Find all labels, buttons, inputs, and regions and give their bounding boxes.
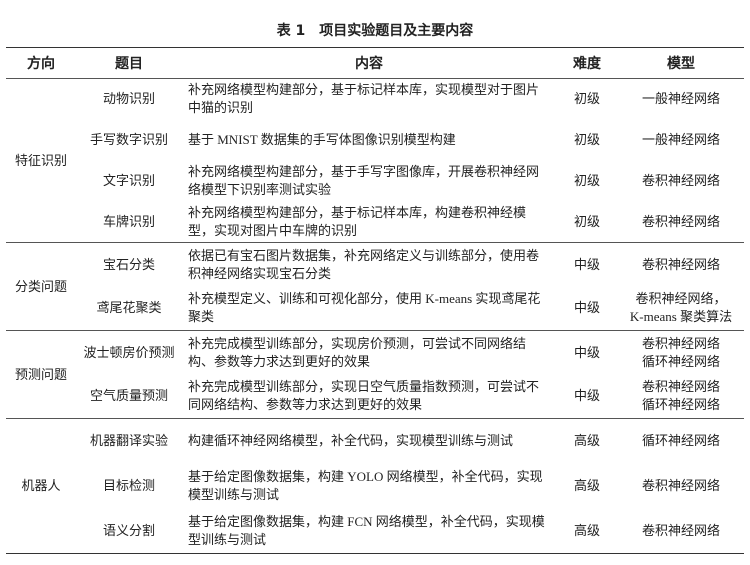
model-cell: 一般神经网络	[618, 79, 744, 120]
content-cell: 基于 MNIST 数据集的手写体图像识别模型构建	[188, 132, 456, 147]
header-row: 方向 题目 内容 难度 模型	[6, 47, 744, 79]
level-cell: 中级	[556, 374, 618, 419]
model-line: 卷积神经网络，	[635, 291, 727, 307]
table-title: 表 1 项目实验题目及主要内容	[276, 23, 474, 39]
model-cell: 一般神经网络	[618, 120, 744, 161]
table-row: 文字识别 补充网络模型构建部分，基于手写字图像库，开展卷积神经网络模型下识别率测试…	[6, 161, 744, 202]
table-row: 分类问题 宝石分类 依据已有宝石图片数据集，补充网络定义与训练部分，使用卷积神经网络…	[6, 242, 744, 331]
header-cell: 内容	[182, 47, 556, 79]
model-line: K-means 聚类算法	[629, 309, 733, 325]
table-row: 语义分割 基于给定图像数据集，构建 FCN 网络模型，补全代码，实现模型训练与测试…	[6, 508, 744, 554]
topic-cell: 手写数字识别	[89, 132, 168, 147]
level-cell: 初级	[573, 173, 600, 188]
model-line: 卷积神经网络	[641, 335, 720, 351]
direction-cell: 分类问题	[6, 242, 76, 331]
model-line: 卷积神经网络	[641, 379, 720, 395]
table-row: 鸢尾花聚类 补充模型定义、训练和可视化部分，使用 K-means 实现鸢尾花聚类中…	[6, 286, 744, 331]
model-cell: 循环神经网络	[618, 419, 744, 464]
topic-cell: 动物识别	[102, 91, 155, 107]
model-line: 卷积神经网络	[641, 213, 720, 229]
table-row: 目标检测 基于给定图像数据集，构建 YOLO 网络模型，补全代码，实现模型训练与测…	[6, 464, 744, 509]
content-cell: 补充网络模型构建部分，基于标记样本库，构建卷积神经模型，实现对图片中车牌的识别	[182, 201, 556, 243]
header-cell: 难度	[556, 47, 618, 79]
content-cell: 补充网络模型构建部分，基于标记样本库，实现模型对于图片中猫的识别	[188, 82, 540, 116]
model-cell: 卷积神经网络 循环神经网络	[618, 331, 744, 375]
model-line: 卷积神经网络	[641, 522, 720, 538]
model-line: 循环神经网络	[641, 433, 720, 449]
level-cell: 高级	[573, 478, 600, 493]
topic-cell: 宝石分类	[102, 256, 155, 272]
topic-cell: 空气质量预测	[76, 374, 182, 419]
level-cell: 初级	[573, 132, 600, 147]
topic-cell: 机器翻译实验	[89, 433, 168, 449]
content-cell: 补充完成模型训练部分，实现日空气质量指数预测，可尝试不同网络结构、参数等力求达到…	[182, 374, 556, 419]
model-cell: 卷积神经网络	[618, 201, 744, 243]
model-line: 卷积神经网络	[641, 173, 720, 188]
model-line: 循环神经网络	[641, 397, 720, 413]
table-row: 特征识别 动物识别 补充网络模型构建部分，基于标记样本库，实现模型对于图片中猫的识别…	[6, 78, 744, 243]
topic-cell: 目标检测	[102, 478, 155, 493]
topic-cell: 鸢尾花聚类	[76, 286, 182, 331]
content-cell: 补充网络模型构建部分，基于手写字图像库，开展卷积神经网络模型下识别率测试实验	[188, 164, 540, 197]
content-cell: 补充模型定义、训练和可视化部分，使用 K-means 实现鸢尾花聚类	[182, 286, 556, 331]
level-cell: 中级	[573, 256, 600, 272]
topic-cell: 车牌识别	[76, 201, 182, 243]
model-cell: 卷积神经网络	[618, 243, 744, 287]
model-line: 循环神经网络	[641, 353, 720, 369]
content-cell: 补充完成模型训练部分，实现房价预测，可尝试不同网络结构、参数等力求达到更好的效果	[188, 335, 527, 369]
table: 方向 题目 内容 难度 模型 特征识别 动物识别 补充网络模型构建部分，基于标记样本库，实现…	[6, 47, 744, 554]
topic-cell: 文字识别	[102, 173, 155, 188]
level-cell: 高级	[556, 508, 618, 554]
table-row: 机器人 机器翻译实验 构建循环神经网络模型，补全代码，实现模型训练与测试 高级 循环神经…	[6, 418, 744, 554]
topic-cell: 波士顿房价预测	[83, 344, 175, 360]
level-cell: 初级	[573, 91, 600, 107]
level-cell: 中级	[556, 286, 618, 331]
header-cell: 方向	[6, 47, 76, 79]
model-cell: 卷积神经网络	[618, 464, 744, 509]
model-line: 卷积神经网络	[641, 478, 720, 493]
level-cell: 中级	[573, 344, 600, 360]
table-row: 车牌识别 补充网络模型构建部分，基于标记样本库，构建卷积神经模型，实现对图片中车牌…	[6, 201, 744, 243]
model-cell: 卷积神经网络 循环神经网络	[618, 374, 744, 419]
model-line: 一般神经网络	[641, 132, 720, 147]
level-cell: 高级	[573, 433, 600, 449]
direction-cell: 机器人	[6, 418, 76, 554]
model-cell: 卷积神经网络	[618, 508, 744, 554]
content-cell: 基于给定图像数据集，构建 YOLO 网络模型，补全代码，实现模型训练与测试	[188, 469, 543, 502]
model-cell: 卷积神经网络， K-means 聚类算法	[618, 286, 744, 331]
direction-cell: 特征识别	[6, 78, 76, 243]
header-cell: 模型	[618, 47, 744, 79]
table-row: 预测问题 波士顿房价预测 补充完成模型训练部分，实现房价预测，可尝试不同网络结构、参…	[6, 330, 744, 419]
topic-cell: 语义分割	[76, 508, 182, 554]
content-cell: 构建循环神经网络模型，补全代码，实现模型训练与测试	[188, 433, 514, 449]
model-line: 一般神经网络	[641, 91, 720, 107]
content-cell: 基于给定图像数据集，构建 FCN 网络模型，补全代码，实现模型训练与测试	[182, 508, 556, 554]
level-cell: 初级	[556, 201, 618, 243]
direction-cell: 预测问题	[6, 330, 76, 419]
model-cell: 卷积神经网络	[618, 161, 744, 202]
table-row: 手写数字识别 基于 MNIST 数据集的手写体图像识别模型构建 初级 一般神经网络	[6, 120, 744, 161]
header-cell: 题目	[76, 47, 182, 79]
content-cell: 依据已有宝石图片数据集，补充网络定义与训练部分，使用卷积神经网络实现宝石分类	[188, 247, 540, 281]
table-row: 空气质量预测 补充完成模型训练部分，实现日空气质量指数预测，可尝试不同网络结构、参…	[6, 374, 744, 419]
model-line: 卷积神经网络	[641, 256, 720, 272]
